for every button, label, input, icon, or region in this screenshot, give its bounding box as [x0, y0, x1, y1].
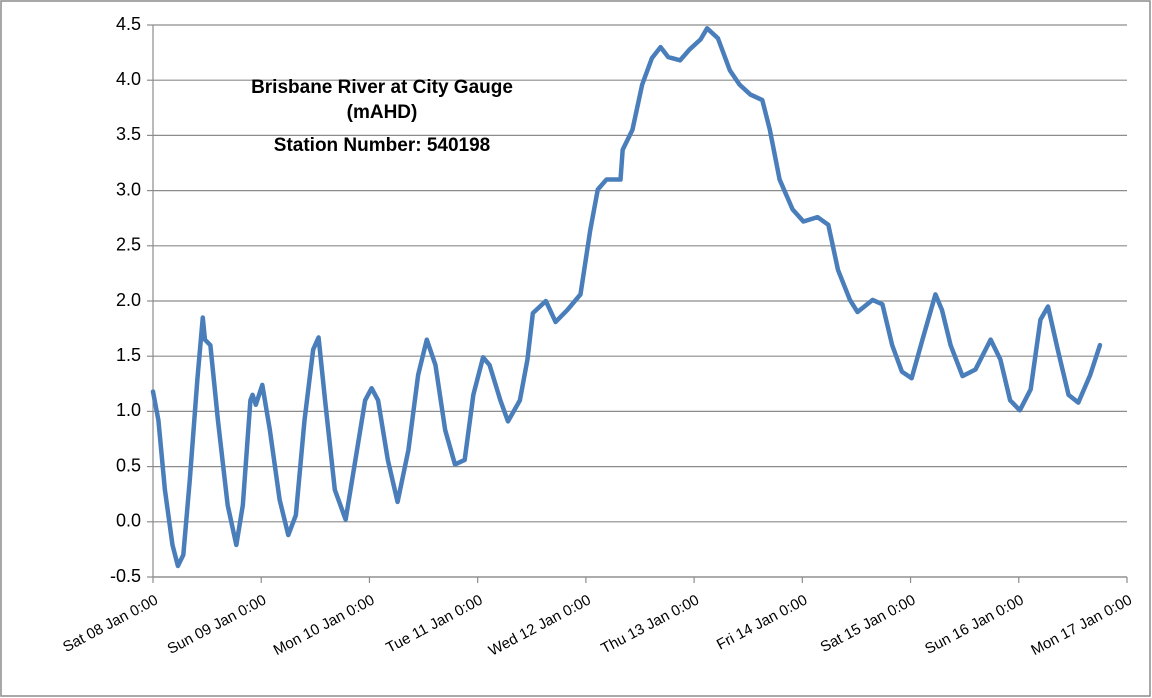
- y-tick-label: 1.0: [116, 400, 141, 420]
- chart-title: Brisbane River at City Gauge: [251, 77, 513, 98]
- y-tick-label: 4.5: [116, 14, 141, 34]
- y-tick-label: -0.5: [110, 566, 141, 586]
- grid: [153, 24, 1127, 578]
- y-tick-label: 3.0: [116, 179, 141, 199]
- chart-title: (mAHD): [347, 102, 418, 123]
- axes: [147, 24, 1128, 583]
- chart-title: Station Number: 540198: [274, 135, 490, 156]
- y-tick-label: 4.0: [116, 69, 141, 89]
- y-tick-label: 2.0: [116, 290, 141, 310]
- y-tick-label: 0.5: [116, 455, 141, 475]
- y-tick-label: 2.5: [116, 235, 141, 255]
- y-tick-label: 0.0: [116, 511, 141, 531]
- y-tick-label: 1.5: [116, 345, 141, 365]
- y-tick-label: 3.5: [116, 124, 141, 144]
- data-line: [150, 26, 1103, 569]
- marks: [150, 26, 1103, 569]
